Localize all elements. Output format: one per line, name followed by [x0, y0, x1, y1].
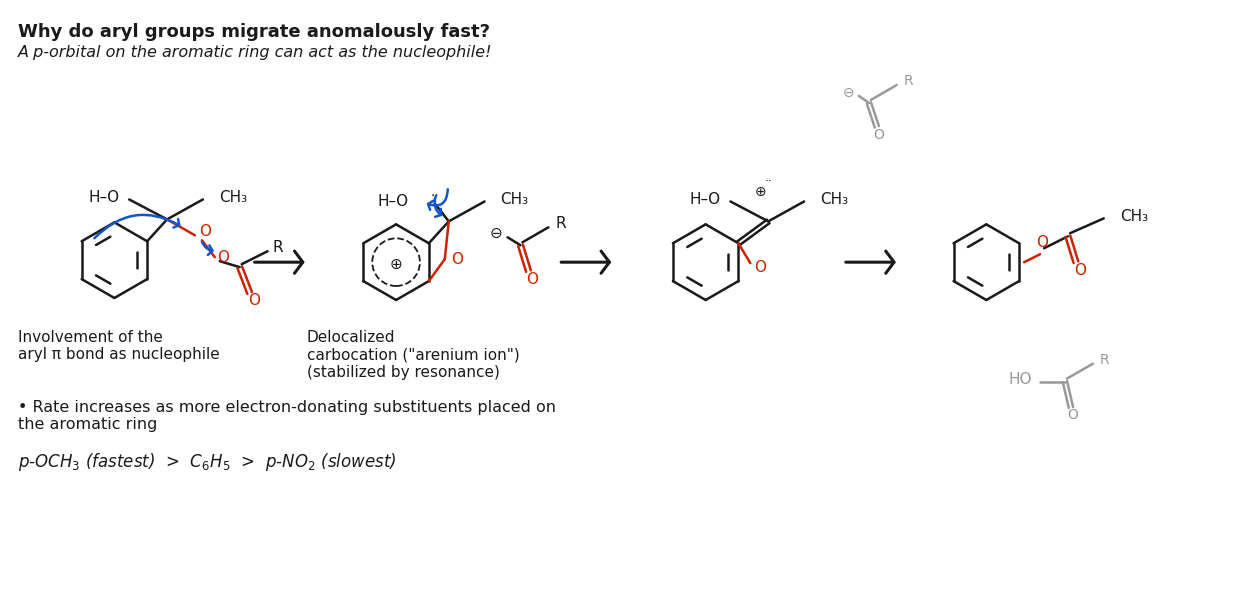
Text: O: O — [216, 250, 229, 265]
Text: ..: .. — [430, 185, 439, 199]
Text: Why do aryl groups migrate anomalously fast?: Why do aryl groups migrate anomalously f… — [18, 23, 489, 41]
Text: O: O — [755, 260, 766, 275]
Text: O: O — [1074, 263, 1086, 278]
Text: R: R — [1099, 353, 1110, 367]
Text: HO: HO — [1009, 372, 1032, 387]
Text: O: O — [526, 272, 538, 287]
Text: CH₃: CH₃ — [219, 190, 247, 205]
Text: ..: .. — [765, 171, 772, 184]
Text: H–O: H–O — [689, 192, 721, 207]
Text: R: R — [555, 216, 566, 231]
Text: CH₃: CH₃ — [1120, 209, 1147, 224]
Text: ⊕: ⊕ — [755, 185, 766, 199]
Text: Involvement of the
aryl π bond as nucleophile: Involvement of the aryl π bond as nucleo… — [18, 330, 220, 362]
Text: O: O — [450, 251, 463, 266]
Text: O: O — [248, 293, 259, 308]
Text: R: R — [272, 240, 283, 255]
Text: O: O — [1037, 235, 1048, 250]
Text: ⊕: ⊕ — [390, 257, 403, 272]
Text: H–O: H–O — [377, 194, 409, 209]
Text: A p-orbital on the aromatic ring can act as the nucleophile!: A p-orbital on the aromatic ring can act… — [18, 45, 492, 60]
Text: O: O — [1068, 409, 1078, 422]
Text: Delocalized
carbocation ("arenium ion")
(stabilized by resonance): Delocalized carbocation ("arenium ion") … — [307, 330, 520, 380]
Text: O: O — [873, 128, 884, 142]
Text: O: O — [199, 224, 211, 239]
Text: CH₃: CH₃ — [820, 192, 848, 207]
Text: R: R — [905, 74, 913, 88]
Text: H–O: H–O — [88, 190, 120, 205]
Text: CH₃: CH₃ — [501, 192, 528, 207]
Text: ⊖: ⊖ — [843, 86, 854, 100]
Text: ⊖: ⊖ — [489, 226, 502, 241]
Text: • Rate increases as more electron-donating substituents placed on
the aromatic r: • Rate increases as more electron-donati… — [18, 400, 556, 432]
Text: $p$-OCH$_3$ (fastest)  >  C$_6$H$_5$  >  $p$-NO$_2$ (slowest): $p$-OCH$_3$ (fastest) > C$_6$H$_5$ > $p$… — [18, 451, 396, 473]
